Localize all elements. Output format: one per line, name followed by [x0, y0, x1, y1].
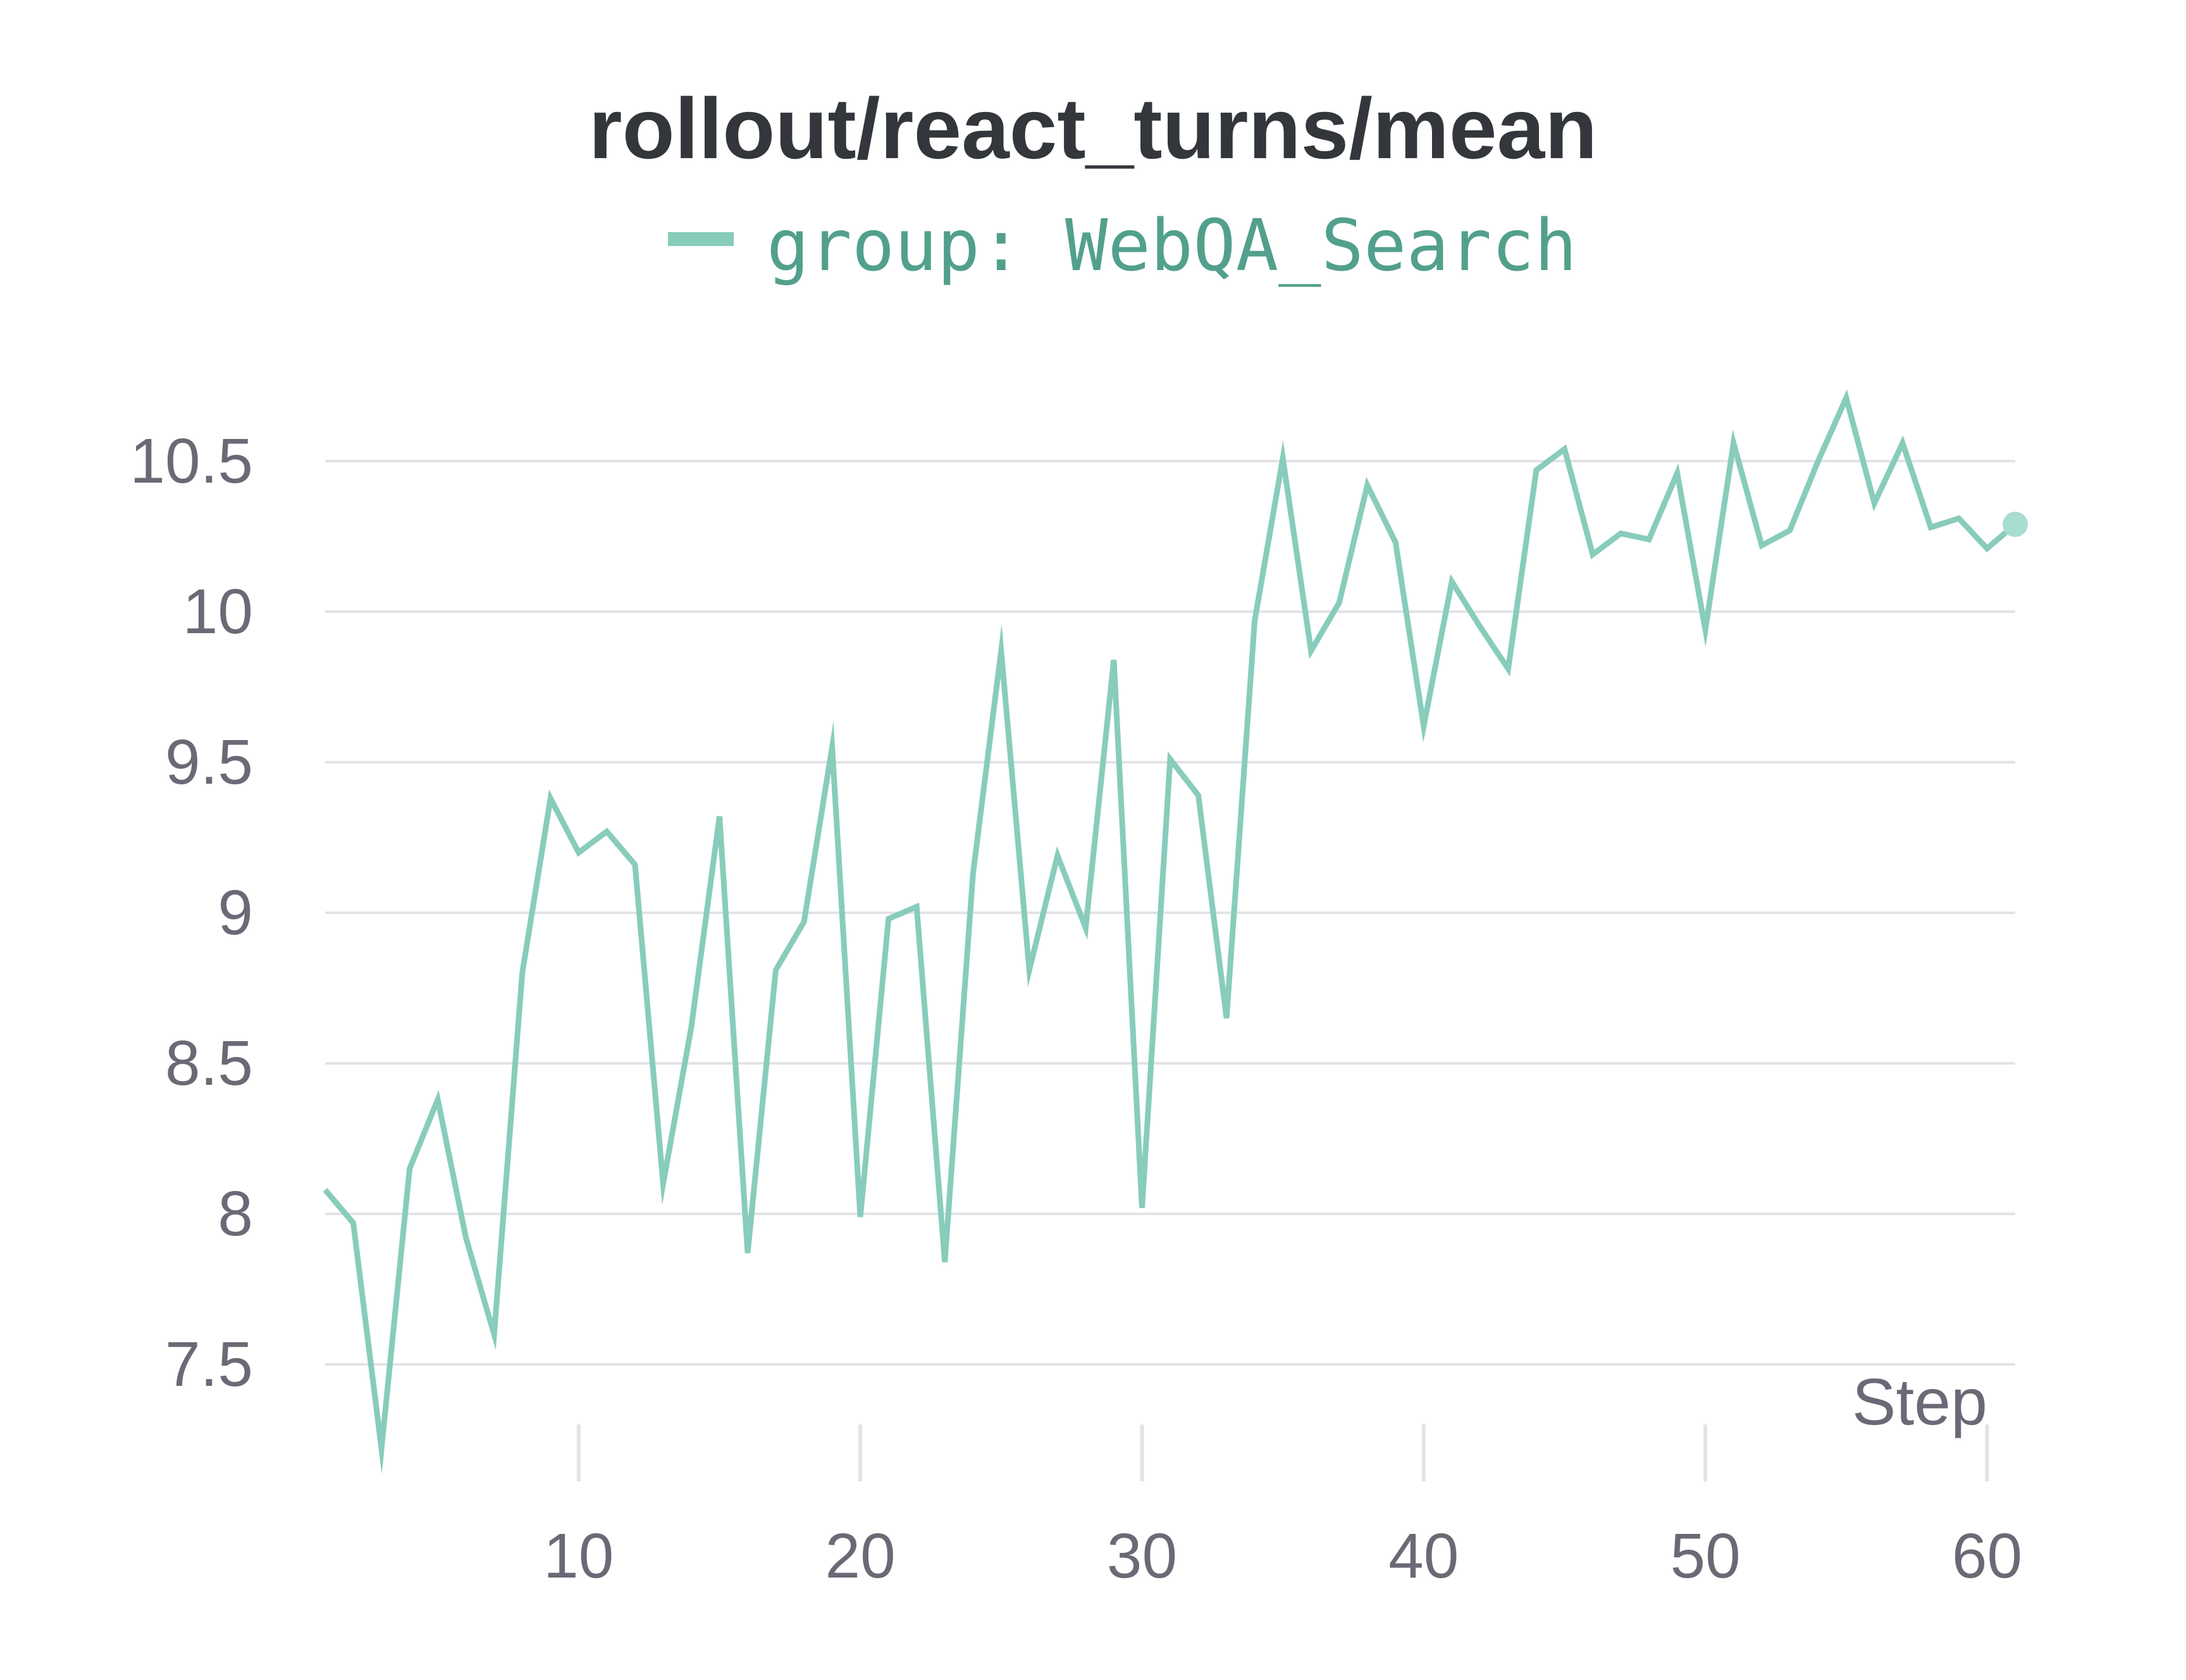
gridlines [325, 460, 2015, 1366]
y-tick-label: 9.5 [165, 727, 253, 798]
y-tick-label: 8 [218, 1178, 253, 1249]
x-tick-label: 40 [1388, 1521, 1459, 1591]
series-line-webqa-search [323, 389, 2017, 1474]
x-axis: 10 20 30 40 50 60 [543, 1424, 2022, 1591]
x-tick-label: 20 [825, 1521, 896, 1591]
y-tick-label: 7.5 [165, 1329, 253, 1400]
x-axis-label: Step [1852, 1366, 1987, 1439]
series-end-marker [2003, 511, 2028, 537]
y-tick-label: 10.5 [130, 426, 253, 497]
legend-series-label: group: WebQA_Search [767, 205, 1577, 287]
chart-title: rollout/react_turns/mean [589, 80, 1598, 176]
y-tick-label: 8.5 [165, 1028, 253, 1099]
series-layer [323, 389, 2028, 1474]
x-tick-label: 50 [1670, 1521, 1741, 1591]
y-tick-label: 10 [183, 576, 253, 647]
y-axis: 7.5 8 8.5 9 9.5 10 10.5 [130, 426, 253, 1400]
y-tick-label: 9 [218, 877, 253, 948]
legend[interactable]: group: WebQA_Search [668, 205, 1577, 287]
x-tick-label: 30 [1107, 1521, 1177, 1591]
x-tick-label: 10 [543, 1521, 614, 1591]
x-tick-label: 60 [1952, 1521, 2022, 1591]
